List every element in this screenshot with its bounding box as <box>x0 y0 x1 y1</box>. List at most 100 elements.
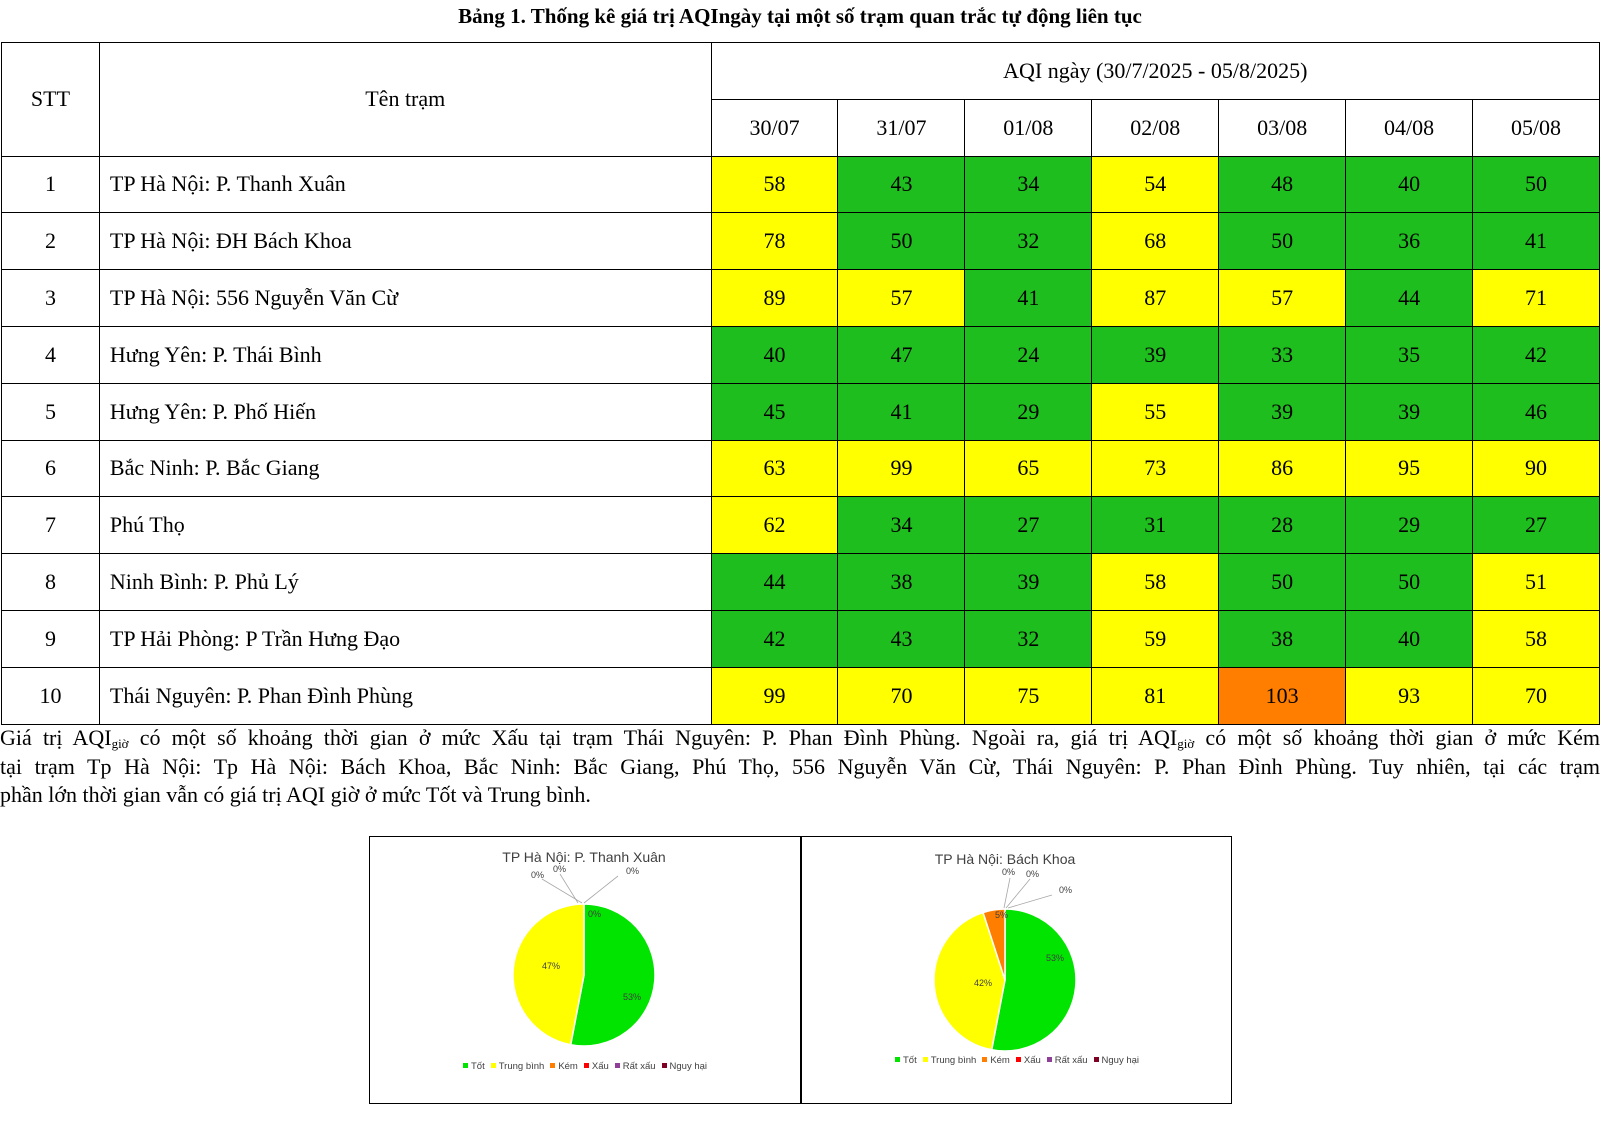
aqi-value-cell: 99 <box>710 666 839 725</box>
row-stt: 8 <box>1 553 100 611</box>
row-stt: 5 <box>1 382 100 441</box>
pie-charts-panel: TP Hà Nội: P. Thanh Xuân 53% 47% 0% 0% 0% 0% Tố… <box>369 836 1232 1104</box>
aqi-value-cell: 65 <box>964 439 1093 498</box>
paragraph-line-1: Giá trị AQIgiờ có một số khoảng thời gia… <box>0 725 1600 751</box>
table-row: 9 TP Hải Phòng: P Trần Hưng Đạo 42 43 32 59 38… <box>1 609 1600 668</box>
aqi-value-cell: 41 <box>1472 212 1600 271</box>
legend-label: Rất xấu <box>622 1061 656 1072</box>
pie-data-label: 0% <box>1026 869 1039 879</box>
pie-data-label: 5% <box>995 910 1008 920</box>
legend-item: Nguy hại <box>661 1061 707 1072</box>
legend-swatch <box>550 1063 556 1068</box>
aqi-value-cell: 45 <box>710 382 839 441</box>
leader-line <box>541 878 583 904</box>
row-station-name: Bắc Ninh: P. Bắc Giang <box>98 439 712 498</box>
aqi-value-cell: 46 <box>1472 382 1600 441</box>
legend-item: Kém <box>982 1055 1010 1066</box>
aqi-value-cell: 29 <box>1345 496 1474 555</box>
leader-line <box>1003 877 1011 909</box>
pie-data-label: 42% <box>974 978 992 988</box>
aqi-value-cell: 32 <box>964 609 1093 668</box>
paragraph-line-3: phần lớn thời gian vẫn có giá trị AQI gi… <box>0 782 591 807</box>
aqi-value-cell: 73 <box>1091 439 1220 498</box>
aqi-value-cell: 39 <box>1218 382 1347 441</box>
aqi-value-cell: 50 <box>837 212 966 271</box>
pie-data-label: 47% <box>542 961 560 971</box>
aqi-value-cell: 89 <box>710 269 839 327</box>
legend-label: Xấu <box>591 1061 609 1072</box>
table-row: 7 Phú Thọ 62 34 27 31 28 29 27 <box>1 496 1600 555</box>
leader-line <box>1005 878 1031 909</box>
legend-item: Trung bình <box>922 1055 977 1066</box>
aqi-value-cell: 42 <box>1472 325 1600 384</box>
aqi-value-cell: 93 <box>1345 666 1474 725</box>
pie-data-label: 0% <box>553 864 566 874</box>
aqi-value-cell: 33 <box>1218 325 1347 384</box>
table-row: 1 TP Hà Nội: P. Thanh Xuân 58 43 34 54 48 40 50 <box>1 155 1600 214</box>
row-station-name: TP Hà Nội: 556 Nguyễn Văn Cừ <box>98 269 712 327</box>
aqi-table: STT Tên trạm AQI ngày (30/7/2025 - 05/8/… <box>1 42 1600 725</box>
aqi-value-cell: 32 <box>964 212 1093 271</box>
header-date: 02/08 <box>1091 98 1220 157</box>
aqi-value-cell: 39 <box>1345 382 1474 441</box>
header-stt: STT <box>1 42 100 157</box>
summary-paragraph: Giá trị AQIgiờ có một số khoảng thời gia… <box>0 724 1600 810</box>
legend-swatch <box>1046 1057 1052 1062</box>
legend-item: Rất xấu <box>614 1061 656 1072</box>
pie-chart-svg: TP Hà Nội: Bách Khoa 53% 42% 5% 0% 0% 0% <box>933 851 1077 1052</box>
aqi-value-cell: 39 <box>1091 325 1220 384</box>
aqi-value-cell: 48 <box>1218 155 1347 214</box>
aqi-value-cell: 40 <box>1345 609 1474 668</box>
legend-item: Tốt <box>894 1055 917 1066</box>
legend-swatch <box>490 1063 496 1068</box>
aqi-value-cell: 24 <box>964 325 1093 384</box>
row-stt: 6 <box>1 439 100 498</box>
aqi-value-cell: 55 <box>1091 382 1220 441</box>
chart-legend: Tốt Trung bình Kém Xấu Rất xấu Nguy hại <box>802 1055 1232 1066</box>
legend-swatch <box>462 1063 468 1068</box>
row-station-name: TP Hà Nội: P. Thanh Xuân <box>98 155 712 214</box>
row-station-name: Phú Thọ <box>98 496 712 555</box>
legend-item: Nguy hại <box>1093 1055 1139 1066</box>
pie-data-label: 0% <box>1059 885 1072 895</box>
row-station-name: Thái Nguyên: P. Phan Đình Phùng <box>98 666 712 725</box>
table-row: 3 TP Hà Nội: 556 Nguyễn Văn Cừ 89 57 41 87 57 4… <box>1 269 1600 327</box>
row-station-name: TP Hà Nội: ĐH Bách Khoa <box>98 212 712 271</box>
aqi-value-cell: 34 <box>964 155 1093 214</box>
pie-data-label: 0% <box>531 870 544 880</box>
aqi-value-cell: 42 <box>710 609 839 668</box>
aqi-value-cell: 47 <box>837 325 966 384</box>
aqi-value-cell: 34 <box>837 496 966 555</box>
pie-chart-svg: TP Hà Nội: P. Thanh Xuân 53% 47% 0% 0% 0% 0% <box>502 849 666 1047</box>
legend-swatch <box>661 1063 667 1068</box>
row-stt: 3 <box>1 269 100 327</box>
pie-data-label: 53% <box>1046 953 1064 963</box>
legend-swatch <box>982 1057 988 1062</box>
header-date: 05/08 <box>1472 98 1600 157</box>
aqi-value-cell: 75 <box>964 666 1093 725</box>
table-title: Bảng 1. Thống kê giá trị AQIngày tại một… <box>458 4 1142 28</box>
aqi-value-cell: 36 <box>1345 212 1474 271</box>
pie-slice-2 <box>933 911 1006 1051</box>
aqi-value-cell: 58 <box>710 155 839 214</box>
table-row: 6 Bắc Ninh: P. Bắc Giang 63 99 65 73 86 95 90 <box>1 439 1600 498</box>
aqi-value-cell: 50 <box>1218 553 1347 611</box>
aqi-value-cell: 44 <box>1345 269 1474 327</box>
aqi-value-cell: 51 <box>1472 553 1600 611</box>
legend-label: Trung bình <box>930 1055 977 1066</box>
chart-divider <box>800 837 802 1103</box>
header-date: 30/07 <box>710 98 839 157</box>
aqi-value-cell: 27 <box>964 496 1093 555</box>
legend-item: Kém <box>550 1061 578 1072</box>
legend-swatch <box>922 1057 928 1062</box>
row-stt: 9 <box>1 609 100 668</box>
legend-label: Tốt <box>902 1055 917 1066</box>
table-row: 10 Thái Nguyên: P. Phan Đình Phùng 99 70 75 8… <box>1 666 1600 725</box>
aqi-value-cell: 59 <box>1091 609 1220 668</box>
legend-label: Trung bình <box>498 1061 545 1072</box>
chart-title: TP Hà Nội: P. Thanh Xuân <box>502 849 665 865</box>
aqi-value-cell: 71 <box>1472 269 1600 327</box>
row-stt: 4 <box>1 325 100 384</box>
aqi-value-cell: 58 <box>1472 609 1600 668</box>
aqi-value-cell: 81 <box>1091 666 1220 725</box>
